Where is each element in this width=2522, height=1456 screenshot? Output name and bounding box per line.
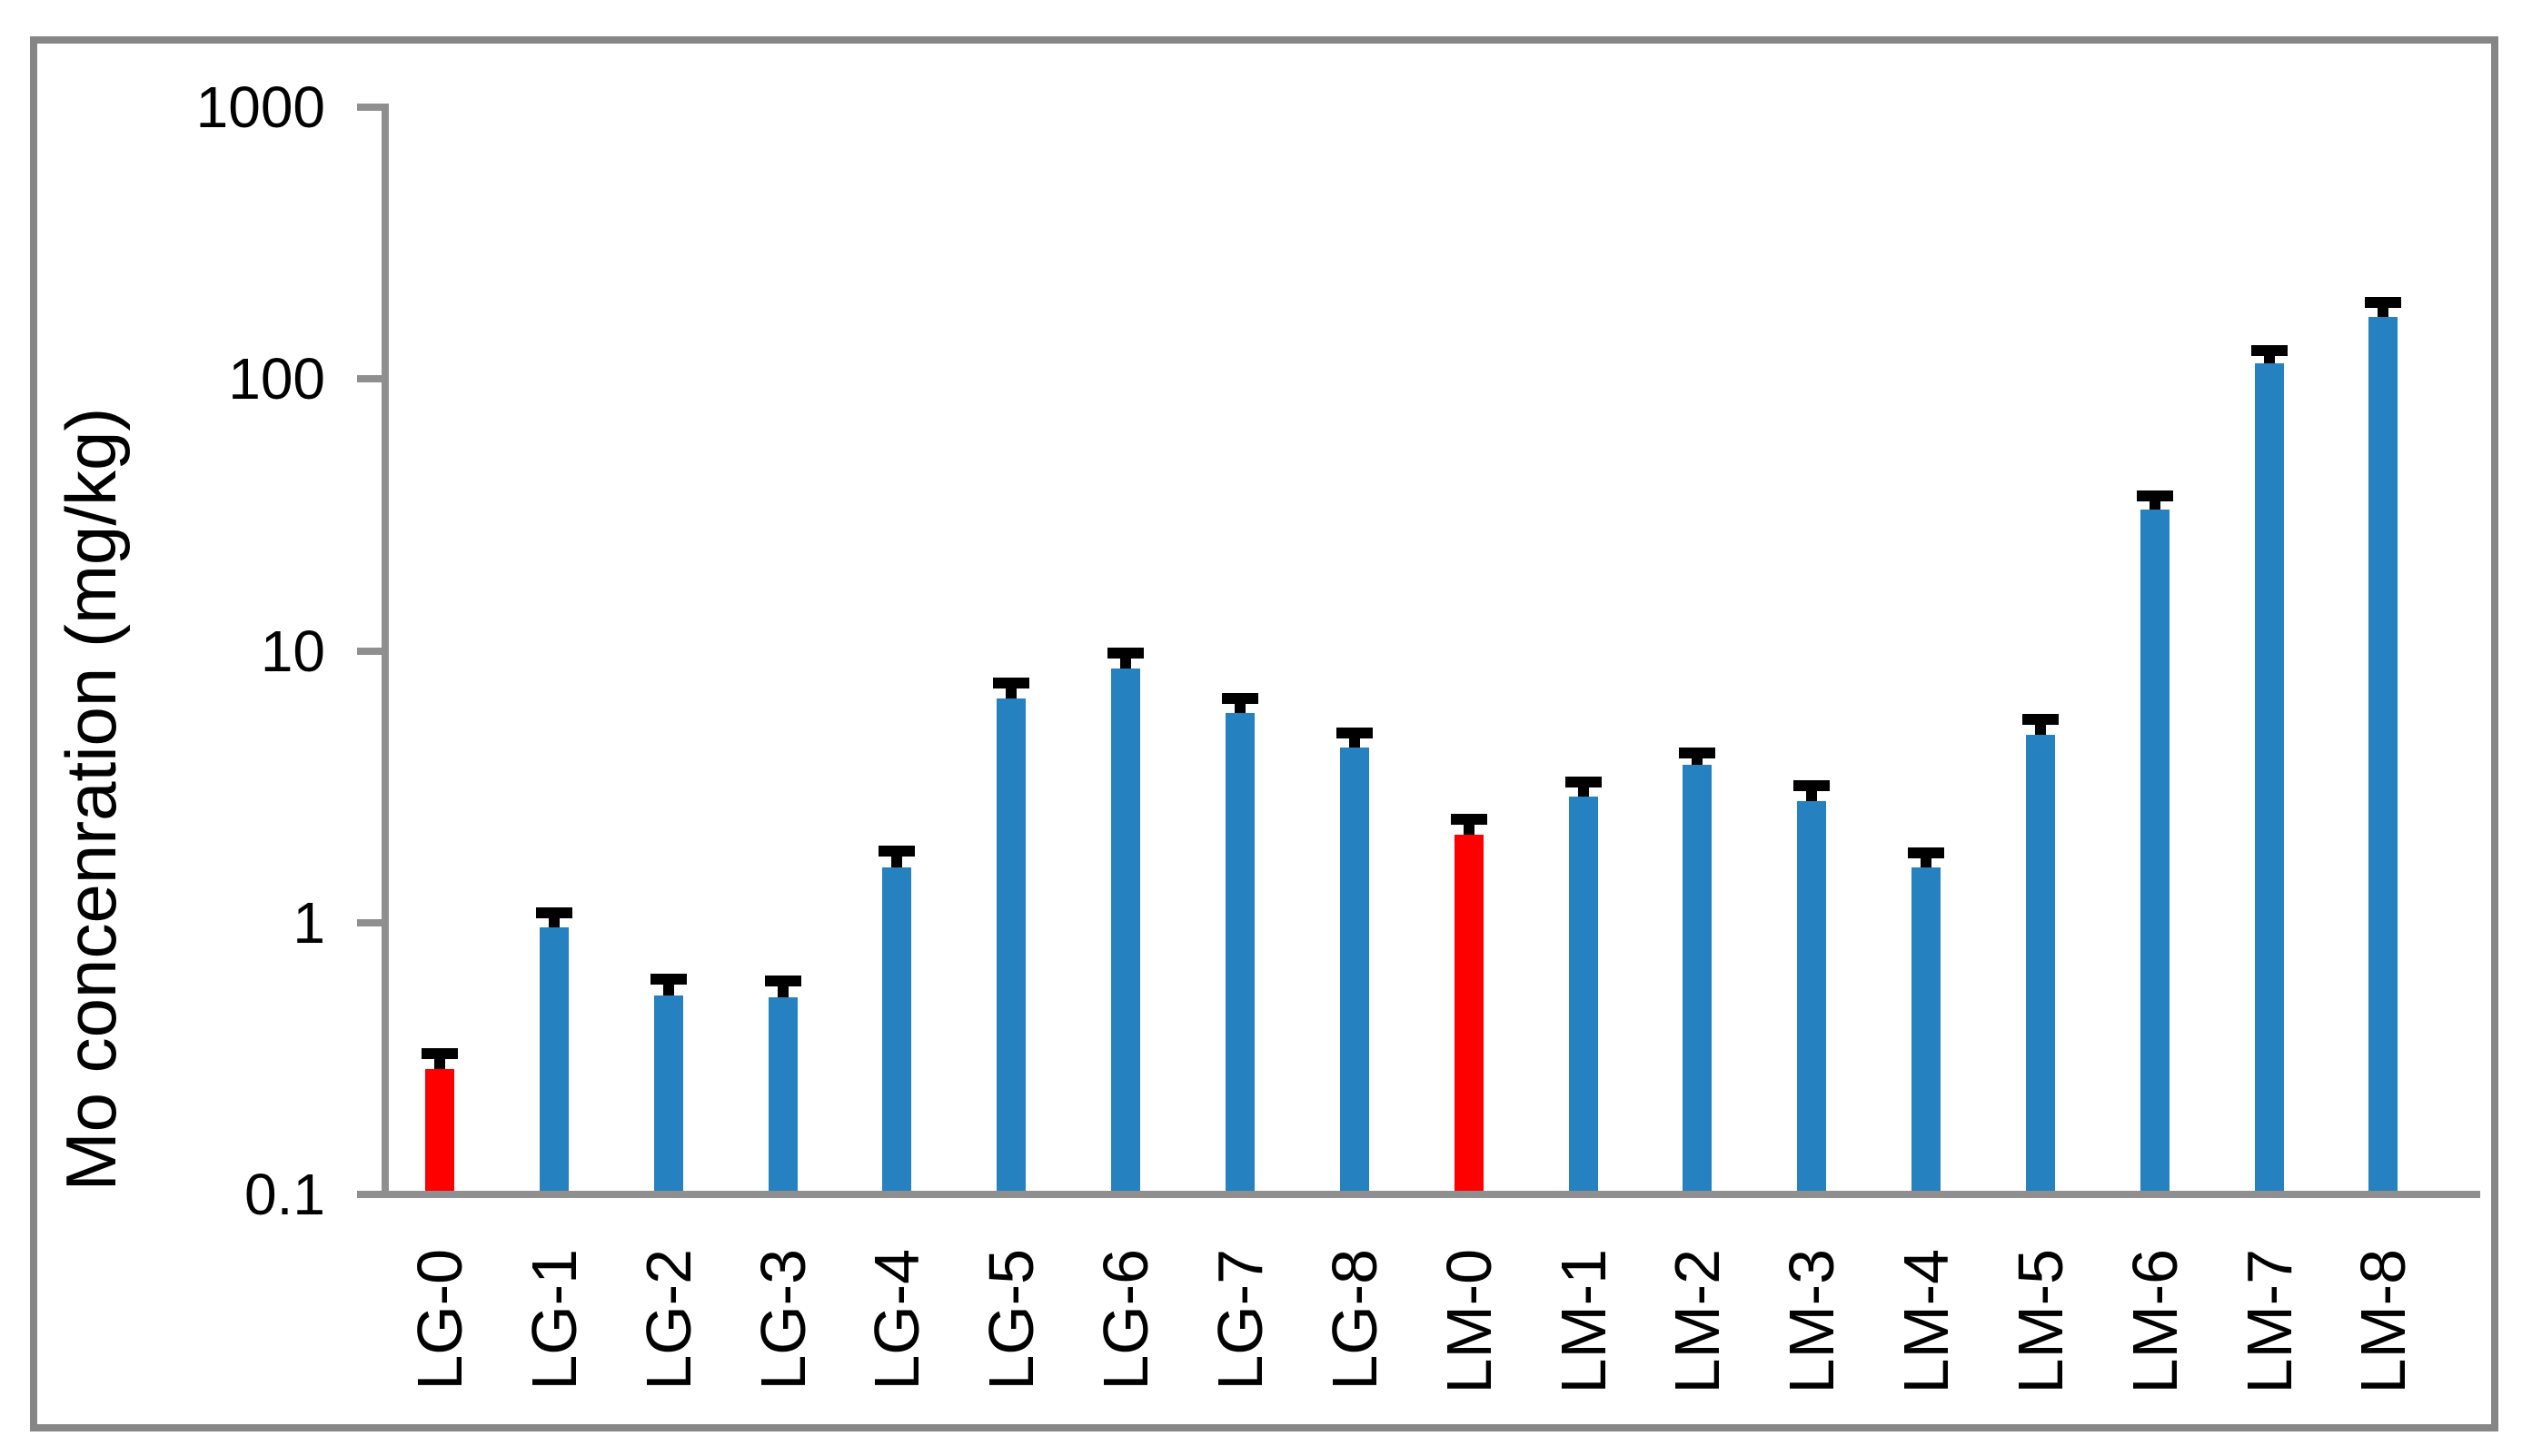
y-tick-label: 10 xyxy=(260,618,325,684)
x-axis-label: LM-8 xyxy=(2348,1249,2419,1394)
x-axis-label: LG-3 xyxy=(747,1249,819,1391)
x-axis-label: LM-6 xyxy=(2119,1249,2190,1394)
bar xyxy=(1911,867,1941,1191)
bar xyxy=(2140,510,2170,1191)
bar xyxy=(653,995,683,1191)
bar xyxy=(1568,797,1598,1191)
x-axis-label: LG-7 xyxy=(1204,1249,1276,1391)
chart-frame xyxy=(30,36,2498,1431)
x-axis-label: LM-3 xyxy=(1776,1249,1848,1394)
y-tick-label: 100 xyxy=(228,346,325,412)
error-bar-cap xyxy=(1221,692,1258,704)
error-bar-cap xyxy=(1793,779,1831,791)
y-tick xyxy=(357,1191,383,1198)
error-bar-cap xyxy=(1450,813,1487,825)
x-axis-label: LM-1 xyxy=(1547,1249,1619,1394)
bar xyxy=(2254,363,2284,1191)
x-axis-label: LG-5 xyxy=(976,1249,1048,1391)
x-axis-label: LG-1 xyxy=(518,1249,590,1391)
x-axis-label: LM-0 xyxy=(1433,1249,1504,1394)
bar xyxy=(2025,735,2055,1191)
error-bar-cap xyxy=(2250,345,2288,357)
bar xyxy=(2368,317,2398,1191)
bar xyxy=(539,927,569,1191)
x-axis-label: LM-4 xyxy=(1891,1249,1962,1394)
error-bar-cap xyxy=(1335,727,1373,738)
bar xyxy=(1225,713,1255,1191)
error-bar-cap xyxy=(1679,748,1716,759)
x-axis-label: LM-2 xyxy=(1662,1249,1733,1394)
y-tick-label: 1000 xyxy=(195,74,325,140)
error-bar-cap xyxy=(422,1047,458,1059)
y-tick xyxy=(357,918,383,926)
bar xyxy=(1454,835,1484,1191)
x-axis-label: LM-7 xyxy=(2233,1249,2305,1394)
error-bar-cap xyxy=(993,678,1030,689)
y-tick xyxy=(357,375,383,383)
error-bar-cap xyxy=(1107,648,1145,659)
error-bar-cap xyxy=(1564,776,1602,787)
error-bar-cap xyxy=(879,846,916,857)
error-bar-cap xyxy=(2365,297,2402,309)
bar xyxy=(882,867,912,1191)
error-bar-cap xyxy=(764,975,801,986)
error-bar-cap xyxy=(1908,847,1945,859)
x-axis-label: LG-2 xyxy=(632,1249,704,1391)
bar xyxy=(1683,765,1713,1191)
y-tick xyxy=(357,647,383,655)
y-axis-title: Mo concenration (mg/kg) xyxy=(51,407,131,1192)
bar xyxy=(425,1068,454,1191)
bar xyxy=(997,698,1027,1191)
x-axis-label: LG-0 xyxy=(404,1249,475,1391)
bar xyxy=(1797,800,1827,1191)
x-axis-label: LM-5 xyxy=(2004,1249,2076,1394)
error-bar-cap xyxy=(2136,490,2173,502)
bar xyxy=(1111,669,1141,1191)
error-bar-cap xyxy=(2021,713,2059,725)
bar xyxy=(768,997,798,1191)
error-bar-cap xyxy=(535,906,572,918)
error-bar-cap xyxy=(650,973,687,985)
bar xyxy=(1339,748,1369,1191)
y-tick-label: 1 xyxy=(293,889,325,956)
y-tick-label: 0.1 xyxy=(244,1162,325,1227)
y-axis-line xyxy=(382,104,389,1198)
x-axis-label: LG-6 xyxy=(1090,1249,1162,1391)
y-tick xyxy=(357,104,383,111)
x-axis-label: LG-4 xyxy=(861,1249,933,1391)
x-axis-label: LG-8 xyxy=(1318,1249,1390,1391)
x-axis-line xyxy=(357,1191,2480,1198)
